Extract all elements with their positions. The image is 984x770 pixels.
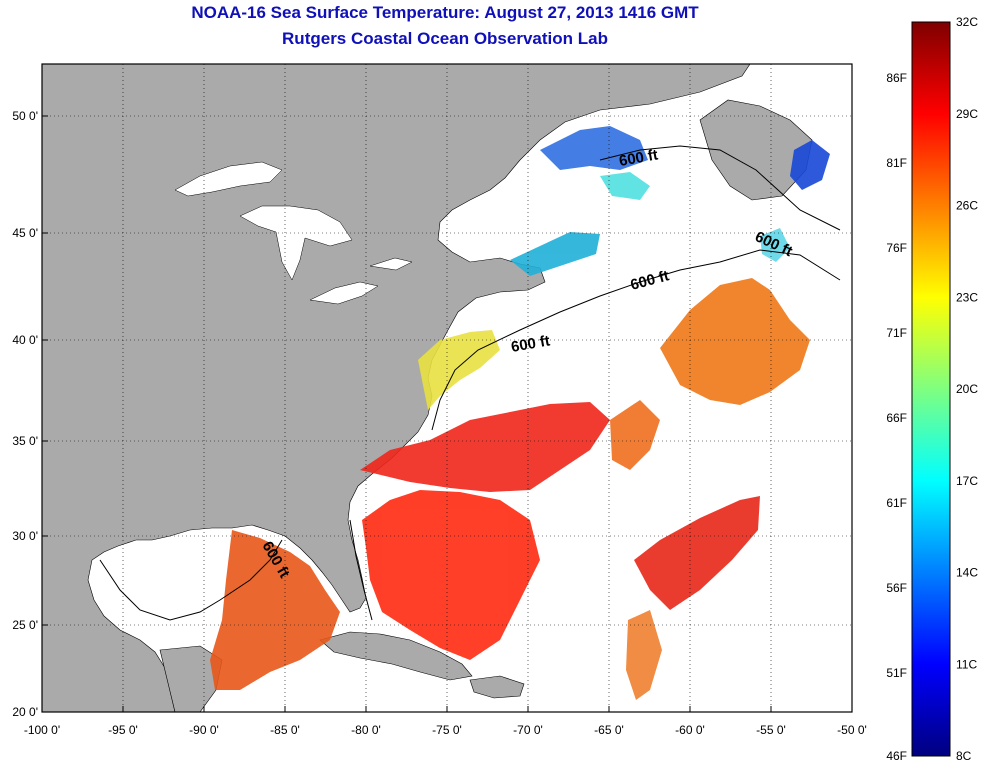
colorbar-fahrenheit-label: 66F (886, 411, 907, 425)
plot-frame (41, 63, 853, 713)
sst-patch-mid (610, 400, 660, 470)
colorbar-celsius-label: 11C (956, 657, 977, 671)
lake-michigan-huron (239, 205, 353, 281)
y-tick-label: 35 0' (12, 434, 38, 448)
colorbar-ticks: 32C 29C 26C 23C 20C 17C 14C 11C 8C 86F 81F 76F 71F 66… (886, 15, 978, 763)
map-subtitle: Rutgers Coastal Ocean Observation Lab (282, 29, 608, 48)
sst-patch-north-atlantic (660, 278, 810, 405)
sst-patch-florida-straits (362, 490, 540, 660)
colorbar-fahrenheit-label: 56F (886, 581, 907, 595)
x-axis-ticks: -100 0' -95 0' -90 0' -85 0' -80 0' -75 0' -70… (24, 723, 867, 737)
colorbar-fahrenheit-label: 61F (886, 496, 907, 510)
contour-label-1: 600 ft (618, 146, 660, 170)
y-tick-label: 20 0' (12, 705, 38, 719)
colorbar-fahrenheit-label: 86F (886, 71, 907, 85)
sst-patch-gulf-of-maine (510, 232, 600, 276)
x-tick-label: -80 0' (351, 723, 381, 737)
lake-erie-ontario (309, 257, 413, 305)
colorbar-celsius-label: 20C (956, 382, 978, 396)
x-tick-label: -85 0' (270, 723, 300, 737)
land-north-america (42, 64, 751, 712)
sst-patch-gulf (210, 530, 340, 690)
land-cuba (319, 631, 473, 681)
colorbar-fahrenheit-label: 81F (886, 156, 907, 170)
colorbar-celsius-label: 14C (956, 566, 978, 580)
sst-patch-cyan-east (760, 228, 790, 262)
colorbar-fahrenheit-label: 51F (886, 666, 907, 680)
contour-label-4: 600 ft (510, 332, 552, 356)
colorbar-fahrenheit-label: 76F (886, 241, 907, 255)
contour-600ft (99, 145, 841, 621)
sst-patch-sargasso (360, 402, 610, 492)
x-tick-label: -60 0' (675, 723, 705, 737)
sst-patch-east (634, 496, 760, 610)
x-tick-label: -65 0' (594, 723, 624, 737)
sst-patch-st-lawrence (540, 126, 648, 170)
y-tick-label: 30 0' (12, 529, 38, 543)
sst-patch-cyan (600, 172, 650, 200)
y-tick-label: 40 0' (12, 333, 38, 347)
land-hispaniola (469, 675, 525, 699)
x-tick-label: -75 0' (432, 723, 462, 737)
sst-patch-south (626, 610, 662, 700)
x-tick-label: -50 0' (837, 723, 867, 737)
colorbar-celsius-label: 23C (956, 290, 978, 304)
x-tick-label: -55 0' (756, 723, 786, 737)
lake-superior (174, 161, 283, 197)
x-tick-label: -70 0' (513, 723, 543, 737)
colorbar-celsius-label: 26C (956, 199, 978, 213)
y-axis-ticks: 50 0' 45 0' 40 0' 35 0' 30 0' 25 0' 20 0' (12, 109, 38, 719)
map-layers: 600 ft 600 ft 600 ft 600 ft 600 ft (42, 64, 841, 712)
colorbar-fahrenheit-label: 46F (886, 749, 907, 763)
x-tick-label: -100 0' (24, 723, 60, 737)
colorbar-fahrenheit-label: 71F (886, 326, 907, 340)
map-title: NOAA-16 Sea Surface Temperature: August … (191, 3, 699, 22)
y-tick-label: 25 0' (12, 618, 38, 632)
colorbar-celsius-label: 17C (956, 474, 978, 488)
sst-data-patches (210, 126, 830, 700)
sst-patch-gulf-stream-yellow (418, 330, 500, 410)
colorbar-celsius-label: 29C (956, 107, 978, 121)
y-tick-label: 45 0' (12, 226, 38, 240)
colorbar-celsius-label: 8C (956, 749, 972, 763)
x-tick-label: -90 0' (189, 723, 219, 737)
y-tick-label: 50 0' (12, 109, 38, 123)
x-tick-label: -95 0' (108, 723, 138, 737)
sst-patch-newfoundland-blue (790, 140, 830, 190)
colorbar-celsius-label: 32C (956, 15, 978, 29)
colorbar (911, 21, 951, 757)
